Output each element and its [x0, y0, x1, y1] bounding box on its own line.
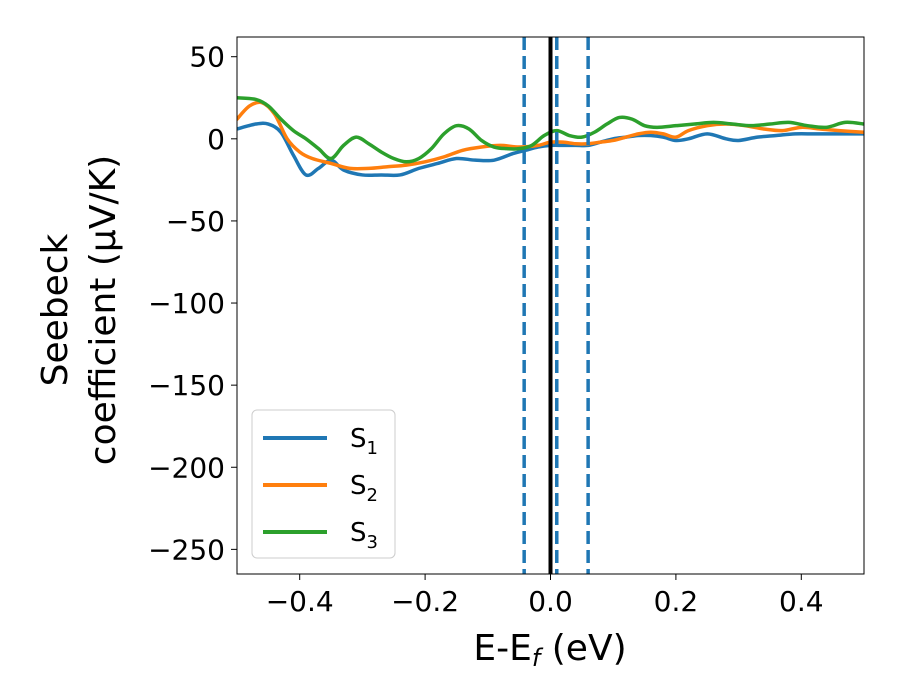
y-tick-label: −50 [166, 205, 225, 238]
legend-label-s2: S2 [350, 471, 378, 506]
y-tick-label: 0 [207, 123, 225, 156]
y-tick-label: −100 [148, 287, 225, 320]
y-axis-title-line1: Seebeck [35, 233, 76, 386]
x-axis-title-unit: (eV) [540, 628, 626, 669]
y-tick-label: −250 [148, 533, 225, 566]
x-axis-title-main: E-E [473, 628, 531, 669]
legend-label-s1: S1 [350, 424, 378, 459]
x-tick-label: 0.2 [654, 585, 699, 618]
legend: S1 S2 S3 [251, 409, 396, 559]
x-tick-label: −0.2 [391, 585, 459, 618]
x-tick-label: 0.4 [779, 585, 824, 618]
x-tick-label: −0.4 [266, 585, 334, 618]
series-line-s1 [237, 121, 864, 178]
legend-items: S1 S2 S3 [263, 424, 378, 553]
x-axis-title: E-Ef (eV) [473, 628, 626, 672]
tick-layer: −0.4 −0.2 0.0 0.2 0.4 50 0 −50 −100 −150 −200 −250 [148, 41, 823, 618]
y-axis-title-line2: coefficient (μV/K) [83, 155, 124, 465]
vline-layer [522, 37, 590, 574]
y-tick-label: −150 [148, 369, 225, 402]
y-tick-label: −200 [148, 451, 225, 484]
x-tick-label: 0.0 [528, 585, 573, 618]
legend-label-s3: S3 [350, 518, 378, 553]
series-line-s3 [237, 96, 864, 164]
y-tick-label: 50 [189, 41, 225, 74]
